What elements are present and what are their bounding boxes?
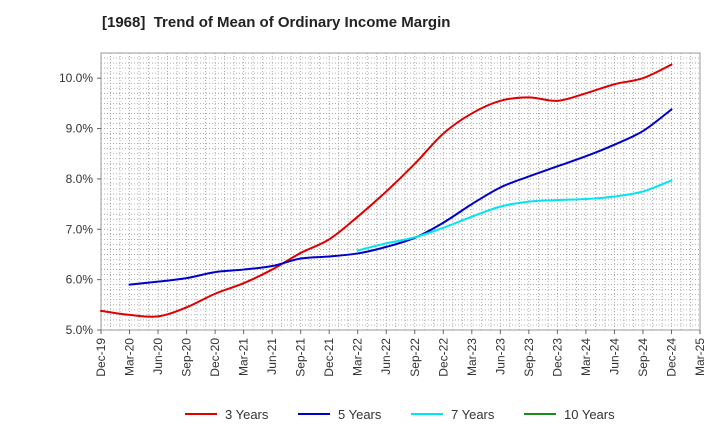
plot-frame [100,52,701,331]
y-tick-label: 7.0% [66,222,94,236]
y-tick-label: 8.0% [66,172,94,186]
x-tick-label: Mar-25 [693,338,707,376]
series-line-5-years [128,108,673,286]
y-tick-label: 9.0% [66,122,94,136]
x-tick-label: Jun-20 [151,338,165,375]
x-tick-label: Dec-22 [436,338,450,377]
x-tick-label: Mar-22 [351,338,365,376]
x-tick-label: Jun-23 [493,338,507,375]
x-tick-label: Dec-19 [94,338,108,377]
series-layer [100,63,673,318]
legend-label-7-years: 7 Years [451,407,495,422]
x-tick-label: Sep-21 [294,338,308,377]
x-tick-label: Dec-21 [322,338,336,377]
axis-layer: 5.0% 6.0% 7.0% 8.0% 9.0% 10.0% Dec-19 Mar-20 Jun… [59,71,707,377]
series-line-7-years [356,179,673,252]
legend-label-3-years: 3 Years [225,407,269,422]
y-tick-label: 6.0% [66,273,94,287]
legend-label-5-years: 5 Years [338,407,382,422]
x-tick-label: Mar-24 [579,338,593,376]
x-tick-label: Mar-20 [123,338,137,376]
x-tick-label: Mar-21 [237,338,251,376]
legend: 3 Years 5 Years 7 Years 10 Years [185,407,615,422]
grid-layer [100,52,701,331]
x-tick-label: Mar-23 [465,338,479,376]
x-tick-label: Sep-22 [408,338,422,377]
x-tick-label: Sep-23 [522,338,536,377]
x-tick-label: Dec-23 [550,338,564,377]
x-tick-label: Jun-21 [265,338,279,375]
x-tick-label: Sep-24 [636,338,650,377]
chart-title: [1968] Trend of Mean of Ordinary Income … [102,14,451,31]
series-line-3-years [100,63,673,318]
y-tick-label: 10.0% [59,71,93,85]
x-tick-label: Jun-24 [607,338,621,375]
y-tick-label: 5.0% [66,323,94,337]
x-tick-label: Jun-22 [379,338,393,375]
x-tick-label: Sep-20 [180,338,194,377]
x-tick-label: Dec-20 [208,338,222,377]
x-tick-label: Dec-24 [664,338,678,377]
legend-label-10-years: 10 Years [564,407,615,422]
